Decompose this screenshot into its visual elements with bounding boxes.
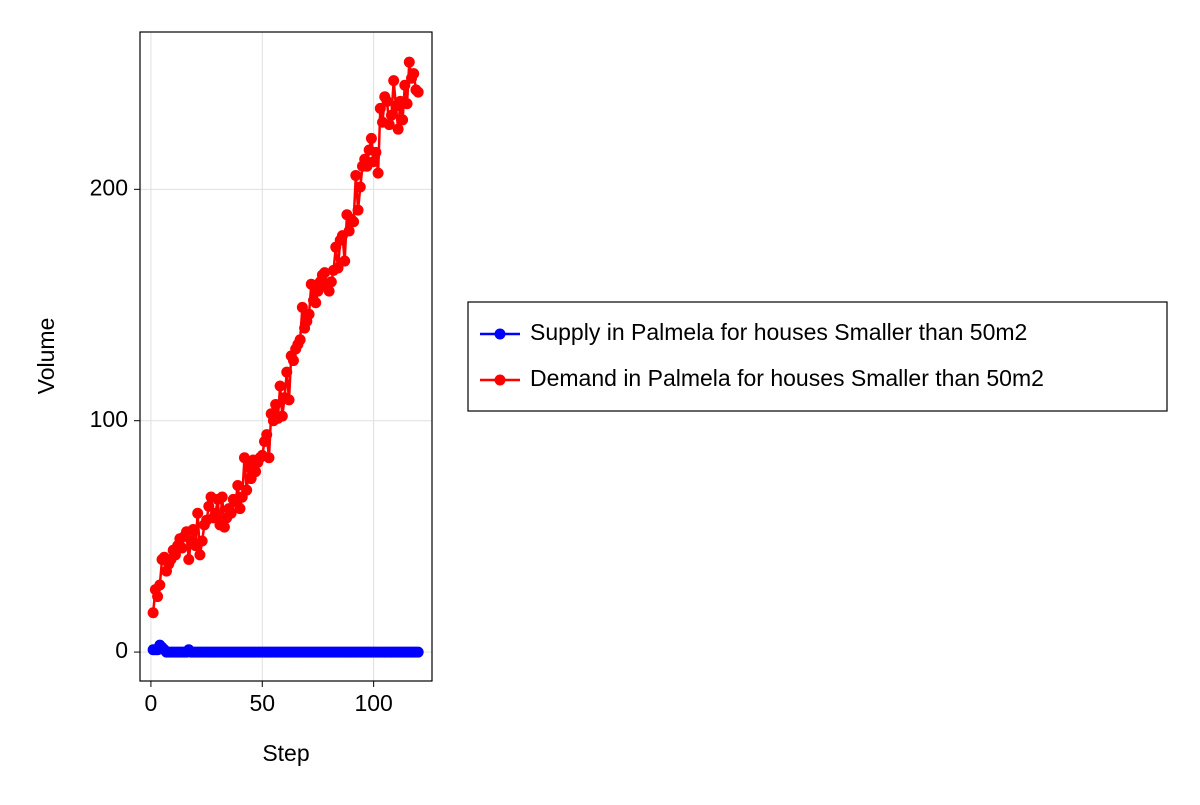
data-point (374, 102, 386, 114)
data-point (241, 484, 253, 496)
data-point (408, 68, 420, 80)
data-point (305, 278, 317, 290)
data-point (270, 399, 282, 411)
data-point (310, 297, 322, 309)
data-point (370, 146, 382, 158)
data-point (381, 95, 393, 107)
data-point (187, 523, 199, 535)
data-point (283, 394, 295, 406)
data-point (281, 366, 293, 378)
data-point (216, 491, 228, 503)
y-axis-label: Volume (33, 318, 59, 395)
y-tick-label: 100 (90, 406, 128, 432)
legend-marker (494, 328, 506, 340)
data-point (350, 169, 362, 181)
data-point (368, 156, 380, 168)
x-tick-label: 50 (249, 690, 275, 716)
data-point (234, 503, 246, 515)
data-point (401, 98, 413, 110)
y-tick-label: 0 (115, 637, 128, 663)
data-point (225, 507, 237, 519)
legend-marker (494, 374, 506, 386)
data-point (412, 86, 424, 98)
data-point (147, 607, 159, 619)
data-point (348, 216, 360, 228)
data-point (372, 167, 384, 179)
legend-label: Supply in Palmela for houses Smaller tha… (530, 319, 1027, 345)
data-point (294, 334, 306, 346)
x-tick-label: 0 (145, 690, 158, 716)
data-point (312, 285, 324, 297)
data-point (274, 380, 286, 392)
legend-box (467, 301, 1168, 412)
data-point (352, 204, 364, 216)
data-point (238, 452, 250, 464)
data-point (365, 132, 377, 144)
data-point (218, 521, 230, 533)
data-point (412, 646, 424, 658)
data-point (319, 267, 331, 279)
data-point (261, 429, 273, 441)
x-tick-label: 100 (354, 690, 392, 716)
data-point (203, 500, 215, 512)
data-point (399, 79, 411, 91)
data-point (325, 276, 337, 288)
data-point (323, 285, 335, 297)
data-point (343, 225, 355, 237)
data-point (169, 549, 181, 561)
data-point (196, 535, 208, 547)
y-tick-label: 200 (90, 174, 128, 200)
data-point (276, 410, 288, 422)
data-point (287, 355, 299, 367)
data-point (397, 114, 409, 126)
data-point (263, 452, 275, 464)
data-point (250, 466, 262, 478)
data-point (385, 109, 397, 121)
data-point (176, 542, 188, 554)
legend-label: Demand in Palmela for houses Smaller tha… (530, 365, 1044, 391)
data-point (194, 549, 206, 561)
data-point (354, 181, 366, 193)
data-point (392, 123, 404, 135)
data-point (296, 301, 308, 313)
data-point (332, 262, 344, 274)
data-point (183, 554, 195, 566)
data-point (152, 591, 164, 603)
data-point (339, 255, 351, 267)
data-point (388, 75, 400, 87)
data-point (403, 56, 415, 68)
data-point (303, 308, 315, 320)
data-point (210, 507, 222, 519)
plot-frame (139, 31, 433, 682)
data-point (192, 507, 204, 519)
data-point (383, 119, 395, 131)
data-point (154, 579, 166, 591)
x-axis-label: Step (262, 740, 309, 766)
data-point (232, 479, 244, 491)
